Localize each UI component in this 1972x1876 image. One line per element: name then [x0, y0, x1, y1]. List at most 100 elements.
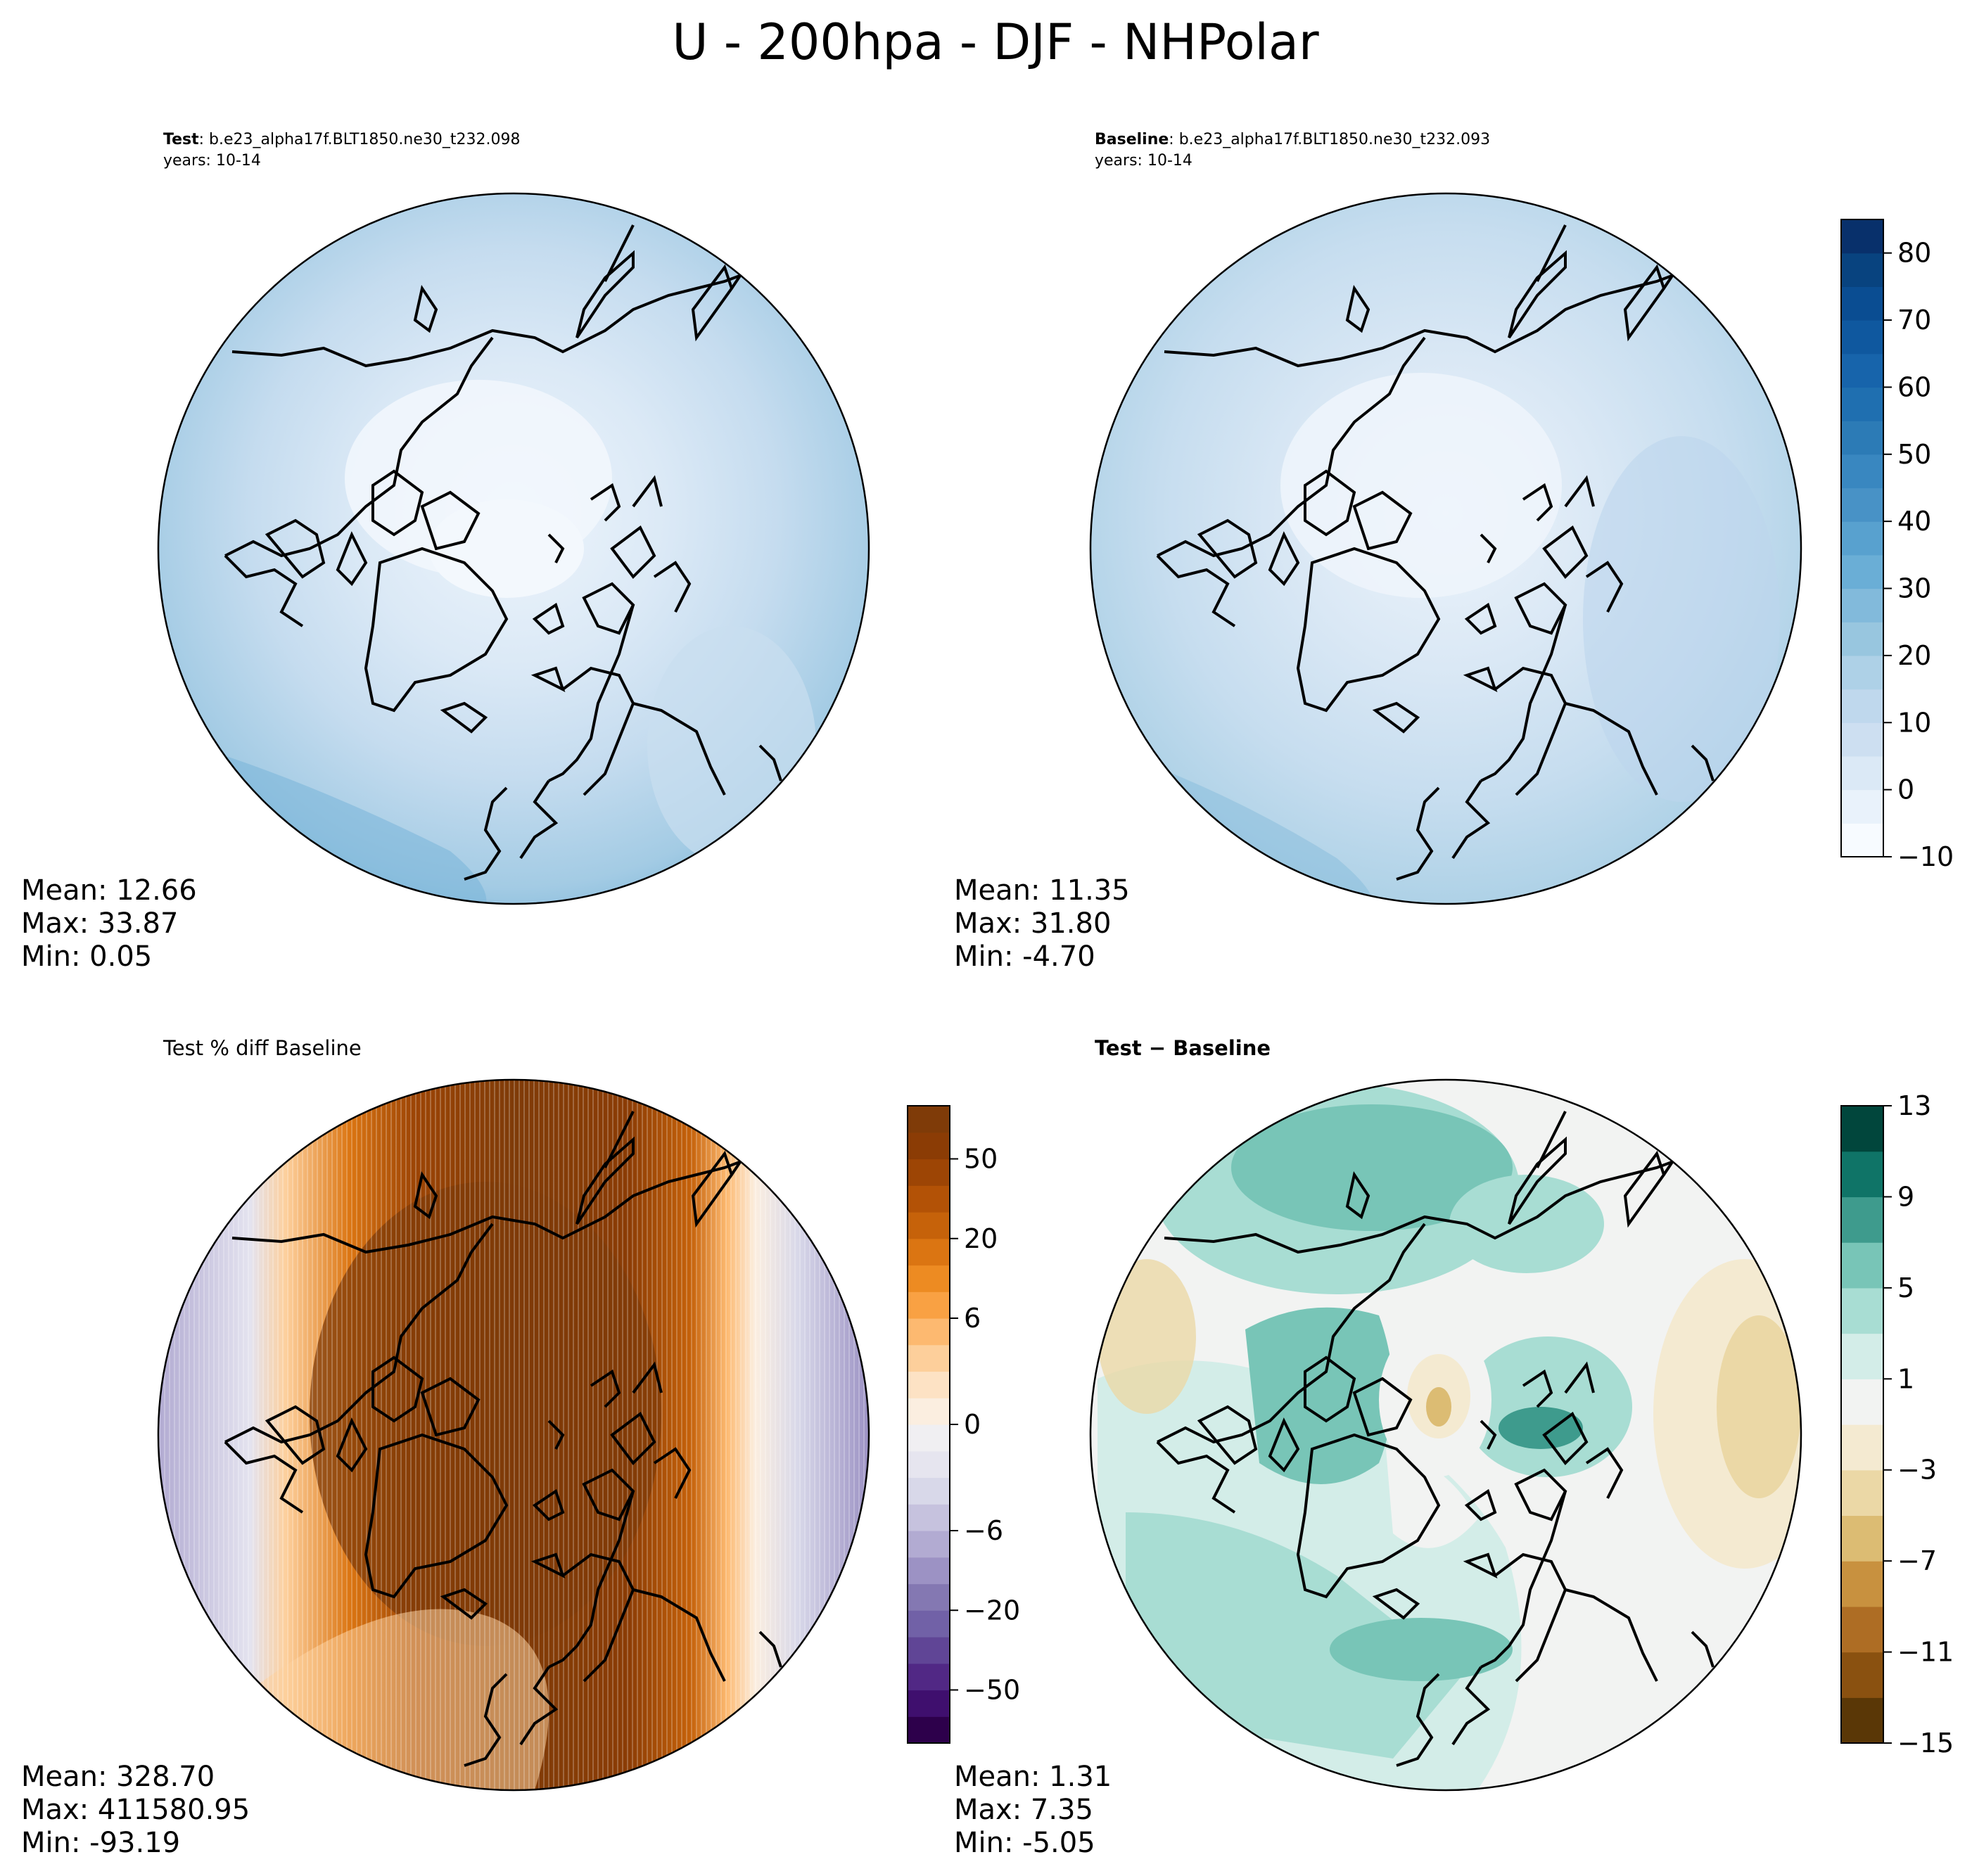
panel-baseline-title: Baseline: b.e23_alpha17f.BLT1850.ne30_t2… — [1095, 131, 1490, 148]
colorbar-pctdiff-segment — [908, 1344, 950, 1372]
panel-test-min: Min: 0.05 — [21, 940, 152, 973]
colorbar-diff-segment — [1841, 1106, 1883, 1152]
colorbar-pctdiff-tick-label: 6 — [964, 1303, 981, 1334]
colorbar-shared-segment — [1841, 588, 1883, 623]
colorbar-pctdiff-segment — [908, 1716, 950, 1744]
colorbar-diff-segment — [1841, 1151, 1883, 1198]
colorbar-pctdiff-segment — [908, 1238, 950, 1266]
colorbar-shared-segment — [1841, 655, 1883, 690]
panel-test-max: Max: 33.87 — [21, 907, 178, 940]
colorbar-pctdiff-segment — [908, 1690, 950, 1717]
colorbar-pctdiff-segment — [908, 1398, 950, 1425]
colorbar-diff-tick-label: 9 — [1897, 1181, 1914, 1212]
colorbar-shared-segment — [1841, 387, 1883, 421]
colorbar-diff-tick-label: −3 — [1897, 1455, 1937, 1486]
colorbar-shared-frame — [1840, 219, 1884, 857]
panel-baseline-field — [1090, 193, 1801, 904]
panel-diff: Test − Baseline — [954, 1036, 1802, 1859]
colorbar-diff-tick-label: 13 — [1897, 1090, 1931, 1121]
panel-pctdiff-mean: Mean: 328.70 — [21, 1761, 215, 1793]
colorbar-shared: −10 0 10 20 30 40 50 60 70 80 — [1840, 219, 1954, 872]
colorbar-pctdiff-tick-label: −20 — [964, 1595, 1020, 1626]
colorbar-pctdiff-tick-label: −6 — [964, 1515, 1003, 1546]
panel-baseline-coastlines — [1156, 224, 1715, 881]
colorbar-pctdiff-segment — [908, 1637, 950, 1664]
colorbar-shared-segment — [1841, 689, 1883, 723]
colorbar-shared-tick-label: 80 — [1897, 238, 1931, 269]
colorbar-diff-segment — [1841, 1287, 1883, 1334]
colorbar-pctdiff-tick-label: 50 — [964, 1144, 998, 1175]
colorbar-diff: −15 −11 −7 −3 1 5 9 13 — [1840, 1090, 1954, 1759]
panel-pctdiff-coastlines — [224, 1111, 782, 1767]
colorbar-shared-segment — [1841, 789, 1883, 824]
colorbar-pctdiff: −50 −20 −6 0 6 20 50 — [907, 1105, 1020, 1744]
colorbar-shared-tick-label: 10 — [1897, 707, 1931, 738]
colorbar-shared-segment — [1841, 722, 1883, 757]
figure-title: U - 200hpa - DJF - NHPolar — [672, 13, 1319, 71]
colorbar-pctdiff-segment — [908, 1610, 950, 1638]
colorbar-shared-segment — [1841, 286, 1883, 321]
panel-diff-boundary — [1089, 1078, 1802, 1792]
panel-baseline-max: Max: 31.80 — [954, 907, 1111, 940]
panel-diff-mean: Mean: 1.31 — [954, 1761, 1112, 1793]
colorbar-pctdiff-segment — [908, 1185, 950, 1213]
panel-diff-title: Test − Baseline — [1095, 1036, 1271, 1060]
panel-pctdiff-boundary — [157, 1078, 870, 1792]
colorbar-pctdiff-segment — [908, 1106, 950, 1133]
colorbar-diff-segment — [1841, 1697, 1883, 1744]
colorbar-diff-segment — [1841, 1424, 1883, 1471]
panel-diff-coastlines — [1156, 1111, 1715, 1767]
colorbar-pctdiff-tick-label: 0 — [964, 1409, 981, 1440]
colorbar-shared-segment — [1841, 622, 1883, 656]
colorbar-pctdiff-segment — [908, 1504, 950, 1531]
colorbar-shared-segment — [1841, 353, 1883, 388]
panel-test-coastlines — [224, 224, 782, 881]
colorbar-diff-frame — [1840, 1105, 1884, 1744]
colorbar-pctdiff-segment — [908, 1477, 950, 1505]
colorbar-shared-segment — [1841, 219, 1883, 254]
colorbar-diff-tick-label: 1 — [1897, 1363, 1914, 1394]
colorbar-shared-tick-label: 20 — [1897, 640, 1931, 671]
colorbar-diff-segment — [1841, 1469, 1883, 1517]
panel-pctdiff-max: Max: 411580.95 — [21, 1794, 250, 1826]
colorbar-pctdiff-segment — [908, 1424, 950, 1452]
panel-pctdiff-min: Min: -93.19 — [21, 1827, 180, 1859]
colorbar-diff-segment — [1841, 1652, 1883, 1698]
colorbar-pctdiff-segment — [908, 1212, 950, 1239]
colorbar-shared-tick-label: 40 — [1897, 506, 1931, 537]
colorbar-diff-tick-label: −15 — [1897, 1728, 1954, 1759]
colorbar-shared-tick-label: 50 — [1897, 439, 1931, 470]
panel-test-boundary — [157, 192, 870, 905]
panel-test-years: years: 10-14 — [163, 152, 261, 170]
colorbar-pctdiff-segment — [908, 1583, 950, 1611]
colorbar-pctdiff-segment — [908, 1132, 950, 1160]
panel-baseline-min: Min: -4.70 — [954, 940, 1095, 973]
colorbar-shared-segment — [1841, 554, 1883, 589]
colorbar-pctdiff-segment — [908, 1450, 950, 1479]
panel-pctdiff: Test % diff Baseline — [21, 1036, 870, 1859]
colorbar-diff-segment — [1841, 1515, 1883, 1562]
panel-test-title: Test: b.e23_alpha17f.BLT1850.ne30_t232.0… — [163, 131, 520, 148]
colorbar-shared-tick-label: 30 — [1897, 573, 1931, 604]
colorbar-pctdiff-segment — [908, 1318, 950, 1346]
colorbar-shared-segment — [1841, 253, 1883, 287]
colorbar-pctdiff-segment — [908, 1371, 950, 1398]
colorbar-shared-segment — [1841, 454, 1883, 489]
panel-baseline-years: years: 10-14 — [1095, 152, 1192, 170]
panel-baseline-mean: Mean: 11.35 — [954, 874, 1130, 907]
colorbar-shared-segment — [1841, 320, 1883, 355]
colorbar-diff-tick-label: −11 — [1897, 1637, 1954, 1668]
panel-diff-max: Max: 7.35 — [954, 1794, 1093, 1826]
colorbar-shared-segment — [1841, 421, 1883, 455]
colorbar-shared-segment — [1841, 487, 1883, 522]
panel-diff-min: Min: -5.05 — [954, 1827, 1095, 1859]
colorbar-pctdiff-segment — [908, 1265, 950, 1292]
panel-baseline: Baseline: b.e23_alpha17f.BLT1850.ne30_t2… — [954, 131, 1802, 973]
panel-test-field — [158, 193, 869, 904]
colorbar-pctdiff-tick-label: 20 — [964, 1223, 998, 1254]
colorbar-diff-segment — [1841, 1379, 1883, 1425]
colorbar-shared-tick-label: 70 — [1897, 305, 1931, 336]
colorbar-pctdiff-segment — [908, 1663, 950, 1691]
colorbar-shared-segment — [1841, 823, 1883, 857]
